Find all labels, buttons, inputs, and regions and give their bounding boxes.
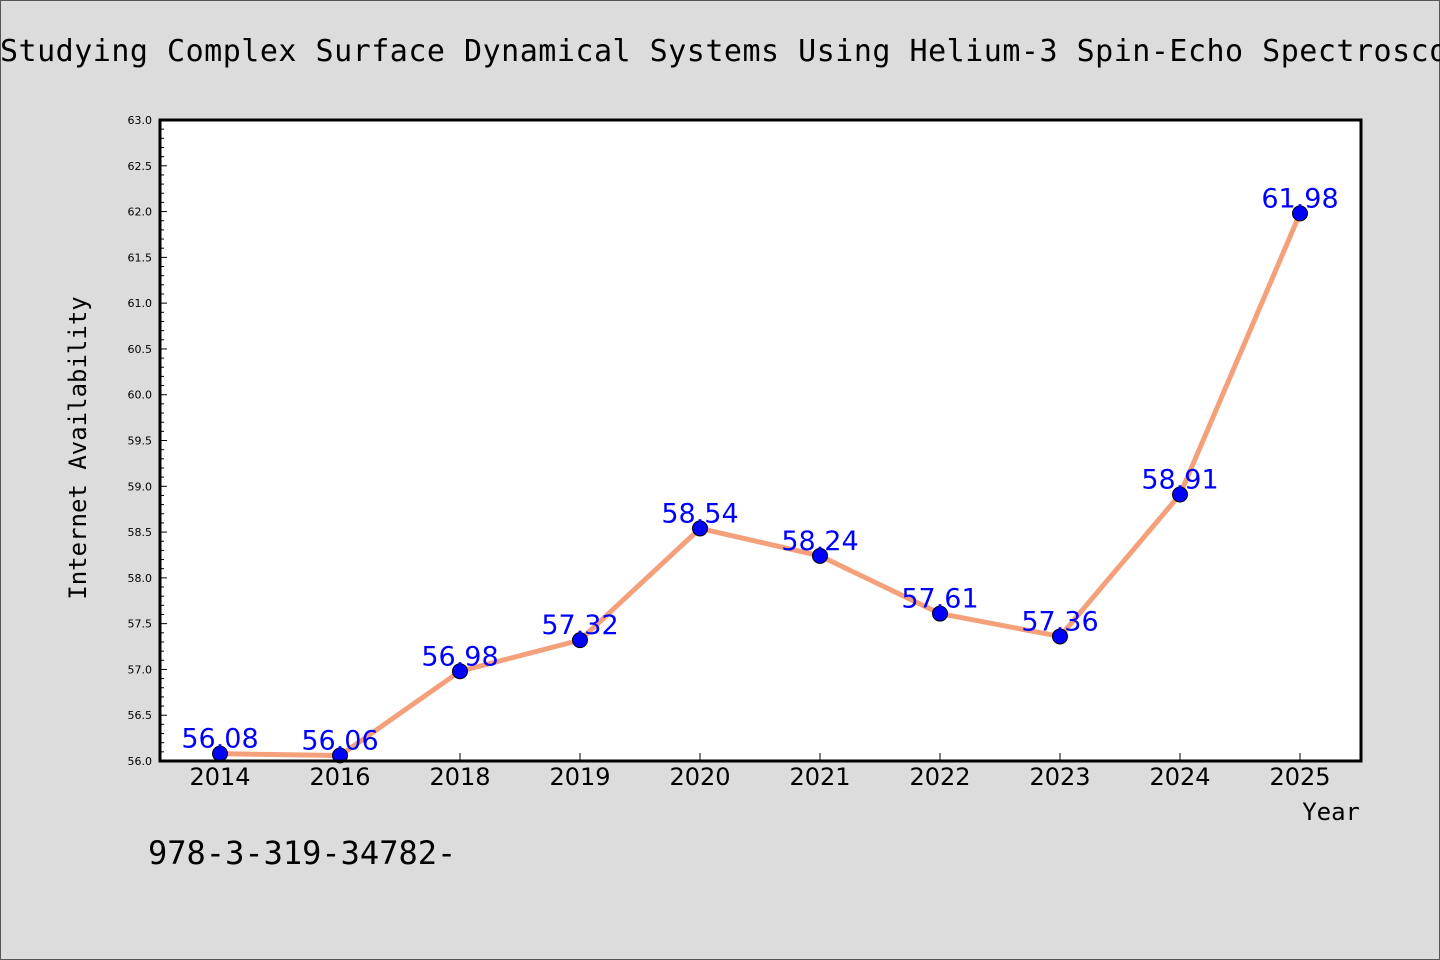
data-labels: 56.08 56.06 56.98 57.32 58.54 58.24 57.61 57.36… bbox=[181, 183, 1338, 756]
plot-area bbox=[160, 120, 1361, 761]
y-tick-label: 60.5 bbox=[128, 343, 153, 356]
data-point bbox=[1052, 628, 1068, 645]
data-label: 61.98 bbox=[1261, 183, 1338, 214]
y-tick-label: 60.0 bbox=[128, 389, 153, 402]
data-point bbox=[572, 632, 588, 649]
data-point bbox=[812, 547, 828, 564]
plot-border bbox=[158, 118, 1363, 763]
data-point bbox=[692, 520, 708, 537]
data-label: 57.32 bbox=[541, 610, 618, 641]
x-axis: 2014 2016 2018 2019 2020 2021 2022 2023 2024 2025 bbox=[189, 753, 1331, 791]
data-label: 58.24 bbox=[781, 526, 858, 557]
x-tick-label: 2020 bbox=[669, 763, 730, 791]
data-point bbox=[332, 747, 348, 764]
y-tick-label: 63.0 bbox=[128, 114, 153, 127]
x-tick-label: 2014 bbox=[189, 763, 250, 791]
x-tick-label: 2018 bbox=[429, 763, 490, 791]
data-label: 56.08 bbox=[181, 724, 258, 755]
data-point bbox=[1292, 205, 1308, 222]
x-tick-label: 2021 bbox=[789, 763, 850, 791]
y-tick-label: 58.0 bbox=[128, 572, 153, 585]
x-tick-label: 2025 bbox=[1269, 763, 1330, 791]
y-tick-label: 58.5 bbox=[128, 526, 153, 539]
x-tick-label: 2024 bbox=[1149, 763, 1210, 791]
y-tick-label: 56.0 bbox=[128, 755, 153, 768]
x-axis-label: Year bbox=[1302, 798, 1360, 826]
y-tick-label: 57.5 bbox=[128, 618, 153, 631]
y-tick-label: 62.0 bbox=[128, 206, 153, 219]
x-tick-label: 2016 bbox=[309, 763, 370, 791]
footnote-isbn: 978-3-319-34782- bbox=[148, 834, 457, 872]
y-tick-label: 59.5 bbox=[128, 435, 153, 448]
x-tick-label: 2023 bbox=[1029, 763, 1090, 791]
series-line bbox=[217, 210, 1303, 759]
chart-title: Studying Complex Surface Dynamical Syste… bbox=[0, 34, 1440, 69]
data-point bbox=[1172, 486, 1188, 503]
data-label: 57.36 bbox=[1021, 606, 1098, 637]
y-axis-label: Internet Availability bbox=[64, 296, 92, 599]
data-point bbox=[452, 663, 468, 680]
data-point bbox=[932, 605, 948, 622]
y-tick-label: 61.0 bbox=[128, 297, 153, 310]
x-tick-label: 2019 bbox=[549, 763, 610, 791]
y-tick-label: 57.0 bbox=[128, 663, 153, 676]
series-markers bbox=[212, 205, 1308, 764]
data-label: 58.91 bbox=[1141, 465, 1218, 496]
data-label: 56.06 bbox=[301, 726, 378, 757]
y-tick-label: 62.5 bbox=[128, 160, 153, 173]
y-tick-label: 61.5 bbox=[128, 251, 153, 264]
x-tick-label: 2022 bbox=[909, 763, 970, 791]
y-axis: 56.0 56.5 57.0 57.5 58.0 58.5 59.0 59.5 60.0 60.5… bbox=[128, 114, 167, 768]
y-tick-label: 59.0 bbox=[128, 480, 153, 493]
data-label: 56.98 bbox=[421, 641, 498, 672]
data-label: 57.61 bbox=[901, 584, 978, 615]
y-tick-label: 56.5 bbox=[128, 709, 153, 722]
data-label: 58.54 bbox=[661, 498, 738, 529]
